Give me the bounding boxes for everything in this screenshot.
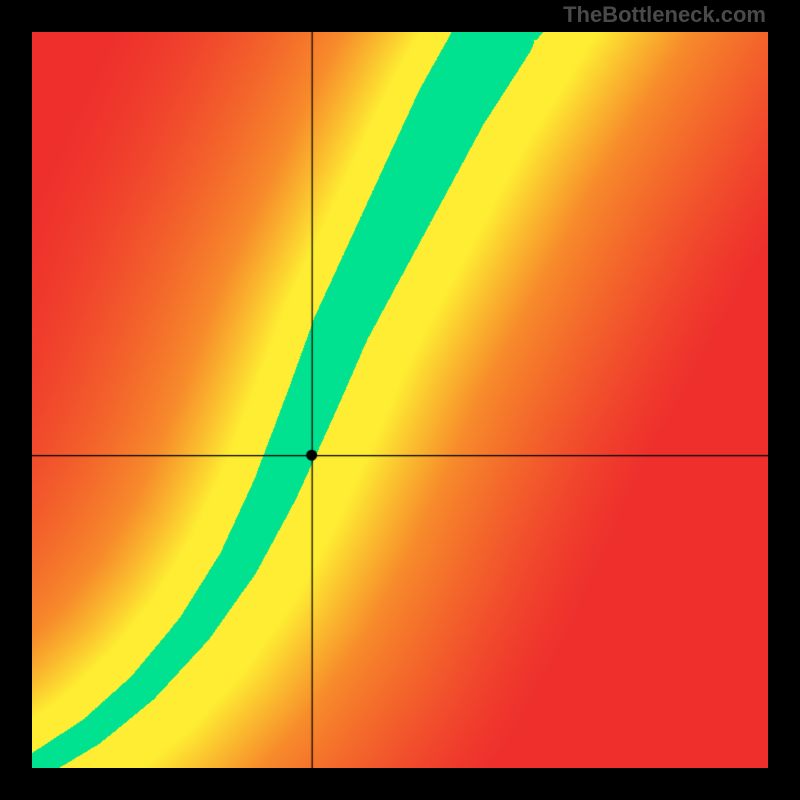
root-container: TheBottleneck.com (0, 0, 800, 800)
heatmap-plot (32, 32, 768, 768)
heatmap-canvas (32, 32, 768, 768)
attribution-text: TheBottleneck.com (563, 2, 766, 28)
